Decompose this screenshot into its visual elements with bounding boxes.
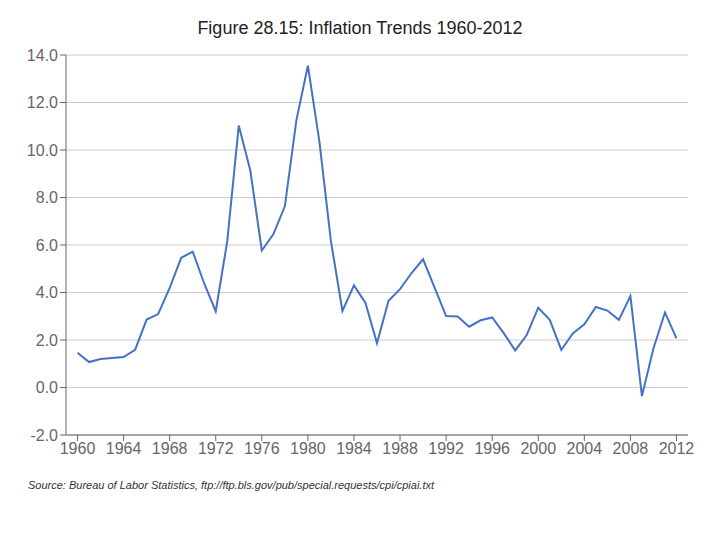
svg-text:1984: 1984 xyxy=(336,440,372,457)
svg-text:1992: 1992 xyxy=(428,440,464,457)
svg-text:1980: 1980 xyxy=(290,440,326,457)
svg-text:1976: 1976 xyxy=(244,440,280,457)
svg-text:1968: 1968 xyxy=(152,440,188,457)
html-text:Figure 28.15: Inflation Trends: Figure 28.15: Inflation Trends 1960-2012 xyxy=(197,18,523,38)
html-text:Source: Bureau of Labor Statis: Source: Bureau of Labor Statistics, ftp:… xyxy=(28,479,434,491)
svg-text:1988: 1988 xyxy=(382,440,418,457)
svg-text:8.0: 8.0 xyxy=(36,189,58,206)
svg-text:2000: 2000 xyxy=(520,440,556,457)
svg-text:1996: 1996 xyxy=(474,440,510,457)
svg-text:1964: 1964 xyxy=(106,440,142,457)
svg-text:-2.0: -2.0 xyxy=(30,427,58,444)
svg-text:2012: 2012 xyxy=(659,440,695,457)
svg-text:0.0: 0.0 xyxy=(36,379,58,396)
svg-text:2008: 2008 xyxy=(613,440,649,457)
svg-text:12.0: 12.0 xyxy=(27,94,58,111)
svg-text:2004: 2004 xyxy=(567,440,603,457)
svg-text:1972: 1972 xyxy=(198,440,234,457)
svg-text:4.0: 4.0 xyxy=(36,284,58,301)
svg-text:14.0: 14.0 xyxy=(27,47,58,64)
svg-text:2.0: 2.0 xyxy=(36,332,58,349)
svg-text:10.0: 10.0 xyxy=(27,142,58,159)
svg-text:6.0: 6.0 xyxy=(36,237,58,254)
svg-text:1960: 1960 xyxy=(60,440,96,457)
